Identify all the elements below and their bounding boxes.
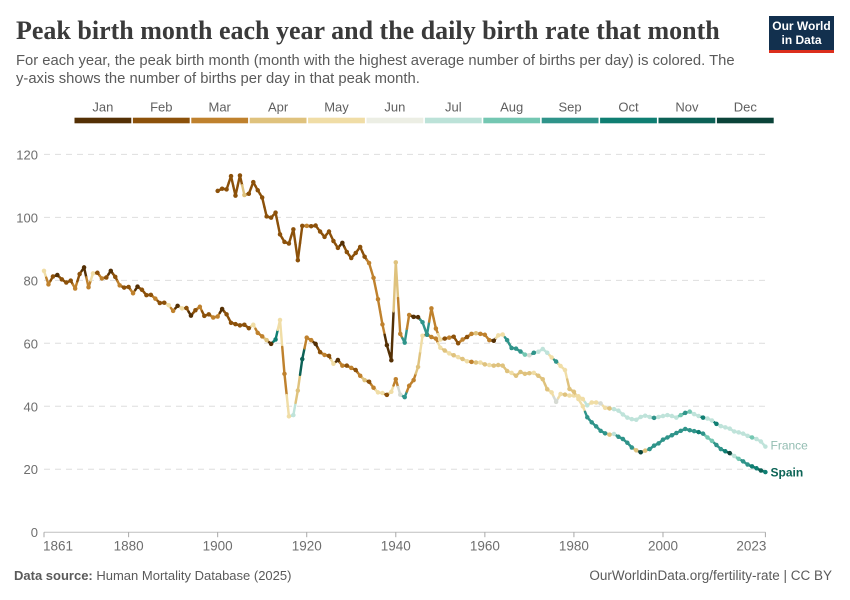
svg-text:May: May: [324, 100, 349, 115]
svg-text:Jul: Jul: [445, 100, 462, 115]
svg-text:1920: 1920: [292, 539, 322, 554]
svg-text:80: 80: [24, 273, 38, 288]
svg-text:100: 100: [16, 210, 38, 225]
svg-text:1900: 1900: [203, 539, 233, 554]
svg-text:1880: 1880: [114, 539, 144, 554]
svg-text:1940: 1940: [381, 539, 411, 554]
svg-text:Jun: Jun: [384, 100, 405, 115]
svg-text:Oct: Oct: [618, 100, 639, 115]
svg-text:2000: 2000: [648, 539, 678, 554]
svg-text:1861: 1861: [43, 539, 73, 554]
svg-text:Feb: Feb: [150, 100, 172, 115]
svg-text:Jan: Jan: [92, 100, 113, 115]
svg-text:1960: 1960: [470, 539, 500, 554]
svg-text:France: France: [771, 439, 809, 453]
svg-text:Sep: Sep: [559, 100, 582, 115]
svg-text:Dec: Dec: [734, 100, 758, 115]
svg-text:0: 0: [31, 525, 38, 540]
svg-text:40: 40: [24, 399, 38, 414]
svg-text:2023: 2023: [736, 539, 766, 554]
svg-text:Spain: Spain: [771, 466, 804, 480]
svg-text:Aug: Aug: [500, 100, 523, 115]
svg-text:60: 60: [24, 336, 38, 351]
svg-text:120: 120: [16, 147, 38, 162]
svg-text:Apr: Apr: [268, 100, 289, 115]
svg-text:Nov: Nov: [675, 100, 699, 115]
svg-text:1980: 1980: [559, 539, 589, 554]
svg-text:Mar: Mar: [209, 100, 232, 115]
svg-text:20: 20: [24, 462, 38, 477]
